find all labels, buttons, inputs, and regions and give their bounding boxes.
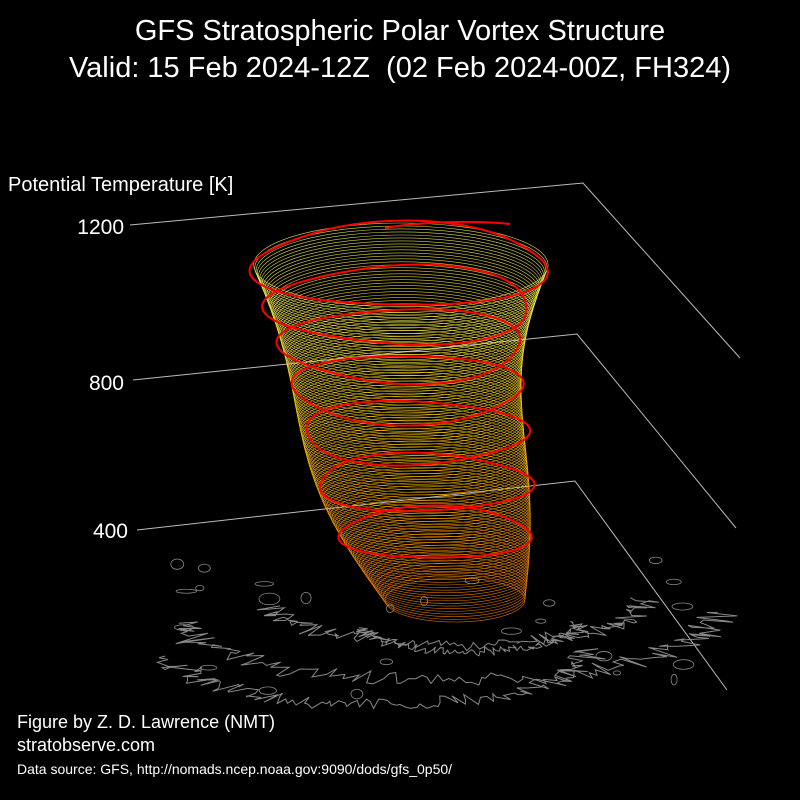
- island-0: [665, 578, 682, 586]
- vortex-outlines: [248, 219, 549, 559]
- island-22: [197, 563, 211, 573]
- island-15: [350, 688, 364, 700]
- coastline-1: [256, 597, 659, 652]
- isosurface-contour: [295, 371, 523, 440]
- isosurface-contour: [317, 458, 530, 517]
- island-24: [379, 658, 394, 666]
- isosurface-contour: [318, 461, 530, 520]
- island-7: [254, 581, 275, 587]
- outline-ring: [337, 504, 533, 559]
- isosurface-contour: [259, 237, 544, 321]
- island-4: [174, 624, 194, 631]
- outline-ring: [275, 308, 522, 386]
- chart-title: GFS Stratospheric Polar Vortex Structure: [134, 15, 666, 47]
- island-6: [670, 673, 678, 686]
- isosurface-contour: [294, 368, 522, 438]
- isosurface-contour: [303, 413, 526, 477]
- island-5: [199, 664, 218, 671]
- isosurface-contour: [321, 470, 531, 528]
- island-20: [648, 556, 663, 564]
- island-11: [543, 599, 556, 607]
- website-credit: stratobserve.com: [17, 735, 156, 755]
- z-tick-label-1200: 1200: [77, 216, 124, 239]
- island-23: [300, 591, 312, 605]
- isosurface-contour: [326, 482, 531, 538]
- axis-gridline-2: [136, 480, 728, 691]
- island-17: [170, 558, 185, 570]
- z-tick-label-400: 400: [92, 520, 128, 543]
- outline-ring: [248, 219, 549, 306]
- island-1: [195, 584, 205, 592]
- island-14: [595, 651, 613, 662]
- isosurface-contour: [255, 228, 547, 313]
- coastline-0: [175, 611, 738, 686]
- isosurface-contour: [325, 479, 531, 535]
- axis-gridline-0: [129, 182, 741, 359]
- island-2: [258, 592, 281, 606]
- outline-ring: [261, 263, 528, 346]
- figure-credit: Figure by Z. D. Lawrence (NMT): [17, 712, 276, 732]
- isosurface-contour: [324, 476, 531, 533]
- island-13: [535, 618, 547, 624]
- island-19: [671, 602, 694, 611]
- isosurface-contour: [320, 467, 530, 525]
- island-12: [420, 596, 429, 607]
- axis-frame: [129, 182, 741, 691]
- island-16: [385, 604, 395, 613]
- island-18: [612, 670, 622, 676]
- data-source: Data source: GFS, http://nomads.ncep.noa…: [17, 761, 453, 777]
- axis-gridline-1: [132, 333, 737, 529]
- island-8: [175, 588, 198, 594]
- outline-ring: [305, 399, 532, 467]
- coastlines: [155, 556, 738, 710]
- isosurface-contour: [256, 231, 546, 316]
- outline-arc: [384, 220, 511, 229]
- chart-subtitle: Valid: 15 Feb 2024-12Z (02 Feb 2024-00Z,…: [68, 52, 731, 84]
- island-21: [500, 627, 522, 635]
- coastline-2: [355, 620, 588, 657]
- z-axis-label: Potential Temperature [K]: [8, 174, 234, 196]
- island-3: [672, 659, 695, 670]
- z-tick-label-800: 800: [88, 372, 124, 395]
- outline-ring: [319, 451, 536, 513]
- island-10: [258, 686, 277, 695]
- outline-ring: [290, 355, 525, 427]
- isosurface-contour: [329, 488, 531, 543]
- isosurface-contour: [253, 222, 549, 308]
- coastline-3: [155, 648, 606, 710]
